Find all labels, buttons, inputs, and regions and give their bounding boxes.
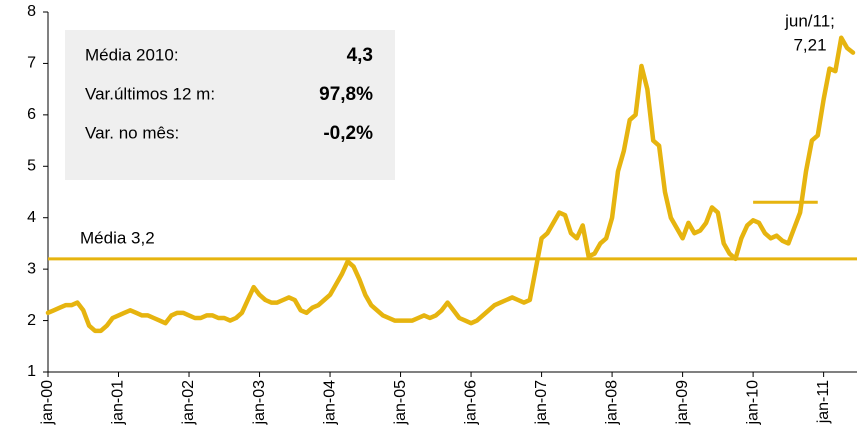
- y-tick-label: 5: [27, 158, 36, 175]
- x-tick-label: jan-04: [321, 380, 338, 426]
- x-tick-label: jan-11: [815, 380, 832, 424]
- y-tick-label: 8: [27, 3, 36, 20]
- y-tick-label: 2: [27, 312, 36, 329]
- x-tick-label: jan-07: [533, 380, 550, 426]
- y-tick-label: 1: [27, 363, 36, 380]
- x-tick-label: jan-01: [110, 380, 127, 426]
- x-tick-label: jan-06: [462, 380, 479, 426]
- x-tick-label: jan-02: [180, 380, 197, 426]
- x-tick-label: jan-09: [674, 380, 691, 426]
- stat-value: 97,8%: [319, 84, 373, 105]
- stat-label: Var.últimos 12 m:: [85, 84, 215, 103]
- annotation: jun/11;: [784, 11, 835, 30]
- stat-label: Média 2010:: [85, 45, 179, 64]
- stat-label: Var. no mês:: [85, 123, 179, 142]
- x-tick-label: jan-00: [39, 380, 56, 426]
- annotation: 7,21: [793, 35, 826, 54]
- reference-label: Média 3,2: [80, 228, 155, 247]
- stat-value: -0,2%: [323, 123, 373, 144]
- y-tick-label: 3: [27, 260, 36, 277]
- series-line: [45, 35, 856, 334]
- y-tick-label: 4: [27, 209, 36, 226]
- y-tick-label: 6: [27, 106, 36, 123]
- x-tick-label: jan-10: [744, 380, 761, 426]
- stat-value: 4,3: [347, 45, 373, 66]
- x-tick-label: jan-03: [251, 380, 268, 426]
- y-tick-label: 7: [27, 55, 36, 72]
- x-tick-label: jan-05: [392, 380, 409, 426]
- x-tick-label: jan-08: [603, 380, 620, 426]
- stats-box: [65, 30, 395, 180]
